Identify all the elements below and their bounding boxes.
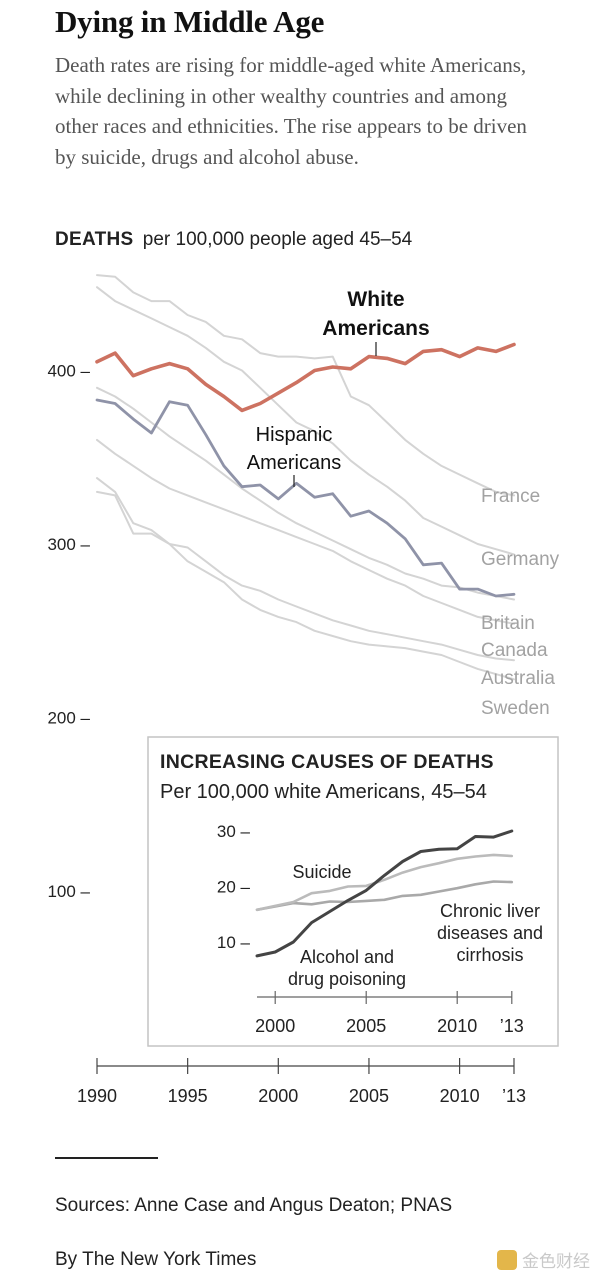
chart-subtitle: Death rates are rising for middle-aged w… — [55, 53, 527, 169]
label-australia: Australia — [481, 668, 555, 689]
unit-label: DEATHS per 100,000 people aged 45–54 — [55, 229, 412, 251]
series-line-hispanic-americans — [95, 398, 516, 598]
series-line-france — [96, 274, 515, 497]
y-tick-100: 100 – — [47, 882, 90, 901]
inset-axes: 10 – 20 – 30 – 2000 2005 2010 ’13 — [217, 822, 524, 1036]
series-line-canada — [96, 438, 515, 625]
inset-line-alcohol-and-drug-poisoning — [255, 829, 514, 958]
series-line-australia — [96, 477, 515, 662]
label-hispanic-americans-line-1: Hispanic — [256, 424, 333, 446]
label-white-americans-line-1: White — [347, 288, 404, 311]
main-series-lines — [95, 274, 516, 681]
label-germany: Germany — [481, 549, 560, 570]
inset-y-tick-10: 10 – — [217, 933, 251, 952]
label-canada: Canada — [481, 640, 548, 661]
watermark: 金色财经 — [497, 1247, 590, 1272]
x-tick-1990: 1990 — [77, 1086, 117, 1106]
inset-line-suicide — [255, 853, 514, 912]
y-tick-400: 400 – — [47, 362, 90, 381]
label-sweden: Sweden — [481, 698, 550, 719]
watermark-text: 金色财经 — [522, 1252, 590, 1271]
inset-label-suicide-line-1: Suicide — [292, 862, 351, 882]
inset-line-chronic-liver-diseases-and-cirrhosis — [255, 880, 514, 912]
inset-frame — [147, 736, 559, 1047]
x-tick-2013: ’13 — [502, 1086, 526, 1106]
unit-label-rest: per 100,000 people aged 45–54 — [142, 229, 413, 250]
inset-x-tick-2010: 2010 — [437, 1016, 477, 1036]
inset-label-chronic-liver-line-1: Chronic liver — [440, 901, 540, 921]
label-white-americans-line-2: Americans — [322, 317, 429, 340]
main-series-labels: White Americans Hispanic Americans France Ger… — [247, 288, 560, 719]
label-britain: Britain — [481, 613, 535, 634]
x-tick-2005: 2005 — [349, 1086, 389, 1106]
x-tick-2010: 2010 — [440, 1086, 480, 1106]
series-line-white-americans — [95, 342, 516, 413]
series-line-sweden — [96, 490, 515, 681]
chart-title: Dying in Middle Age — [55, 4, 325, 39]
series-line-germany — [96, 286, 515, 556]
series-line-britain — [96, 386, 515, 601]
inset-x-tick-2000: 2000 — [255, 1016, 295, 1036]
inset-x-tick-2013: ’13 — [500, 1016, 524, 1036]
inset-y-tick-20: 20 – — [217, 878, 251, 897]
inset-label-chronic-liver-line-2: diseases and — [437, 923, 543, 943]
unit-label-bold: DEATHS — [55, 229, 134, 250]
inset-label-alcohol-drug-line-1: Alcohol and — [300, 947, 394, 967]
label-france: France — [481, 486, 540, 507]
watermark-logo-icon — [497, 1249, 517, 1270]
inset-title: INCREASING CAUSES OF DEATHS — [160, 751, 494, 773]
inset-y-tick-30: 30 – — [217, 822, 251, 841]
y-tick-300: 300 – — [47, 535, 90, 554]
inset-subtitle: Per 100,000 white Americans, 45–54 — [160, 781, 487, 803]
byline: By The New York Times — [55, 1249, 257, 1270]
inset-label-chronic-liver-line-3: cirrhosis — [456, 945, 523, 965]
y-tick-200: 200 – — [47, 709, 90, 728]
label-hispanic-americans-line-2: Americans — [247, 452, 341, 474]
footer-rule — [55, 1157, 158, 1159]
source-note: Sources: Anne Case and Angus Deaton; PNA… — [55, 1195, 453, 1216]
inset-x-tick-2005: 2005 — [346, 1016, 386, 1036]
main-axes: 100 – 200 – 300 – 400 – 1990 1995 2000 2005 2010… — [47, 362, 526, 1107]
x-tick-1995: 1995 — [168, 1086, 208, 1106]
main-chart: 100 – 200 – 300 – 400 – 1990 1995 2000 2005 2010… — [47, 274, 560, 1107]
x-tick-2000: 2000 — [258, 1086, 298, 1106]
inset-series-lines — [255, 829, 514, 958]
inset-label-alcohol-drug-line-2: drug poisoning — [288, 969, 406, 989]
